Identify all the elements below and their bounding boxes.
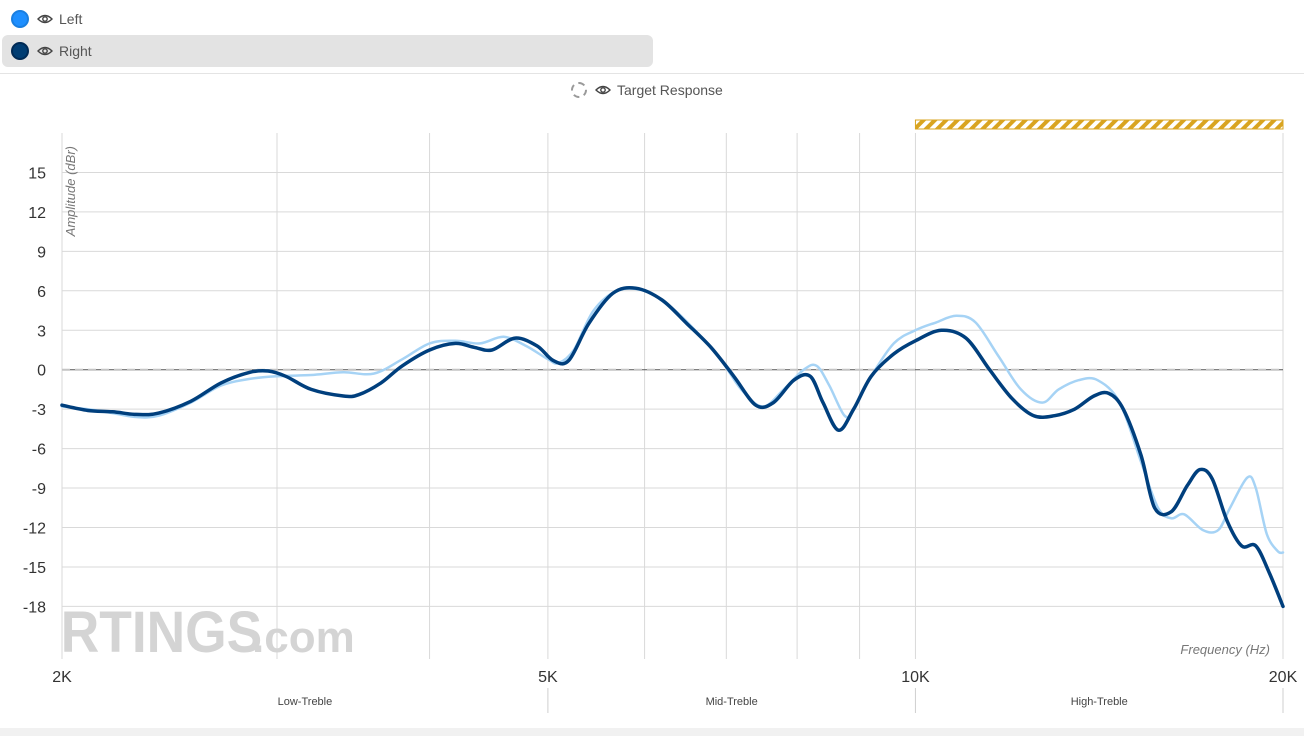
legend-divider <box>0 73 1304 74</box>
right-color-dot[interactable] <box>11 42 29 60</box>
watermark-brand: RTINGS <box>61 600 263 665</box>
region-label: Low-Treble <box>278 696 333 708</box>
y-tick-label: -3 <box>32 402 46 419</box>
x-tick-label: 20K <box>1269 669 1298 686</box>
legend-label-left: Left <box>59 11 83 27</box>
x-tick-label: 2K <box>52 669 72 686</box>
eye-icon[interactable] <box>37 45 53 57</box>
series-line-right <box>60 285 1285 609</box>
x-axis-title: Frequency (Hz) <box>1180 642 1270 657</box>
region-label: High-Treble <box>1071 696 1128 708</box>
legend-label-right: Right <box>59 43 92 59</box>
target-response-dot[interactable] <box>571 82 587 98</box>
chart-footer-band <box>0 728 1304 736</box>
y-tick-label: -6 <box>32 442 46 459</box>
y-tick-label: -18 <box>23 599 46 616</box>
watermark: RTINGS .com <box>61 600 355 665</box>
left-color-dot[interactable] <box>11 10 29 28</box>
watermark-suffix: .com <box>252 613 355 662</box>
legend-item-left[interactable]: Left <box>2 3 653 35</box>
x-tick-label: 10K <box>901 669 930 686</box>
y-axis-title: Amplitude (dBr) <box>63 146 78 237</box>
high-treble-highlight <box>914 119 1284 130</box>
legend-item-right[interactable]: Right <box>2 35 653 67</box>
x-tick-label: 5K <box>538 669 558 686</box>
y-tick-label: 9 <box>37 244 46 261</box>
eye-icon[interactable] <box>595 84 611 96</box>
y-tick-label: -15 <box>23 560 46 577</box>
y-tick-label: 6 <box>37 284 46 301</box>
y-tick-label: 3 <box>37 323 46 340</box>
y-tick-label: 0 <box>37 363 46 380</box>
series-line-left <box>60 287 1285 555</box>
target-response-label: Target Response <box>617 82 723 98</box>
eye-icon[interactable] <box>37 13 53 25</box>
y-tick-label: -12 <box>23 521 46 538</box>
y-tick-label: 12 <box>28 205 46 222</box>
y-tick-label: -9 <box>32 481 46 498</box>
region-label: Mid-Treble <box>706 696 758 708</box>
y-tick-label: 15 <box>28 165 46 182</box>
legend-item-target-response[interactable]: Target Response <box>571 80 723 100</box>
